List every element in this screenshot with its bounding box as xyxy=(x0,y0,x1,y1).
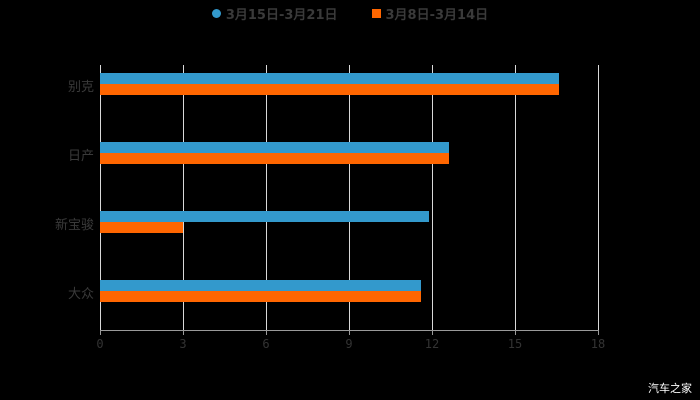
x-tick-label: 0 xyxy=(96,337,104,351)
x-tick xyxy=(349,330,350,335)
series1-marker-icon xyxy=(211,9,221,18)
bar-1[interactable] xyxy=(100,211,430,222)
gridline xyxy=(432,65,433,330)
category-label: 大众 xyxy=(67,287,94,302)
series2-marker-icon xyxy=(371,9,381,18)
category-label: 新宝骏 xyxy=(54,218,94,233)
bar-1[interactable] xyxy=(100,73,560,84)
gridline xyxy=(349,65,350,330)
x-tick xyxy=(432,330,433,335)
x-tick-label: 18 xyxy=(590,337,606,351)
bar-2[interactable] xyxy=(100,222,183,233)
category-label: 别克 xyxy=(67,80,94,95)
x-tick-label: 12 xyxy=(424,337,440,351)
gridline xyxy=(515,65,516,330)
x-tick xyxy=(100,330,101,335)
gridline xyxy=(100,65,101,330)
legend-item-series1[interactable]: 3月15日-3月21日 xyxy=(211,4,338,23)
x-tick xyxy=(183,330,184,335)
legend-item-series2[interactable]: 3月8日-3月14日 xyxy=(371,4,489,23)
x-tick xyxy=(515,330,516,335)
bar-2[interactable] xyxy=(100,291,421,302)
x-tick-label: 15 xyxy=(507,337,523,351)
bar-1[interactable] xyxy=(100,280,421,291)
legend-label-series2: 3月8日-3月14日 xyxy=(385,8,489,23)
watermark: 汽车之家 xyxy=(648,382,692,395)
chart-legend: 3月15日-3月21日 3月8日-3月14日 xyxy=(0,4,700,23)
bar-1[interactable] xyxy=(100,142,449,153)
x-tick-label: 3 xyxy=(179,337,187,351)
bar-2[interactable] xyxy=(100,153,449,164)
bar-2[interactable] xyxy=(100,84,560,95)
x-tick-label: 6 xyxy=(262,337,270,351)
gridline xyxy=(598,65,599,330)
x-tick xyxy=(598,330,599,335)
plot-area: 0 3 6 9 12 15 18 xyxy=(96,65,605,351)
x-tick-label: 9 xyxy=(345,337,353,351)
category-label: 日产 xyxy=(67,149,94,164)
gridline xyxy=(183,65,184,330)
legend-label-series1: 3月15日-3月21日 xyxy=(225,8,338,23)
x-tick xyxy=(266,330,267,335)
gridline xyxy=(266,65,267,330)
